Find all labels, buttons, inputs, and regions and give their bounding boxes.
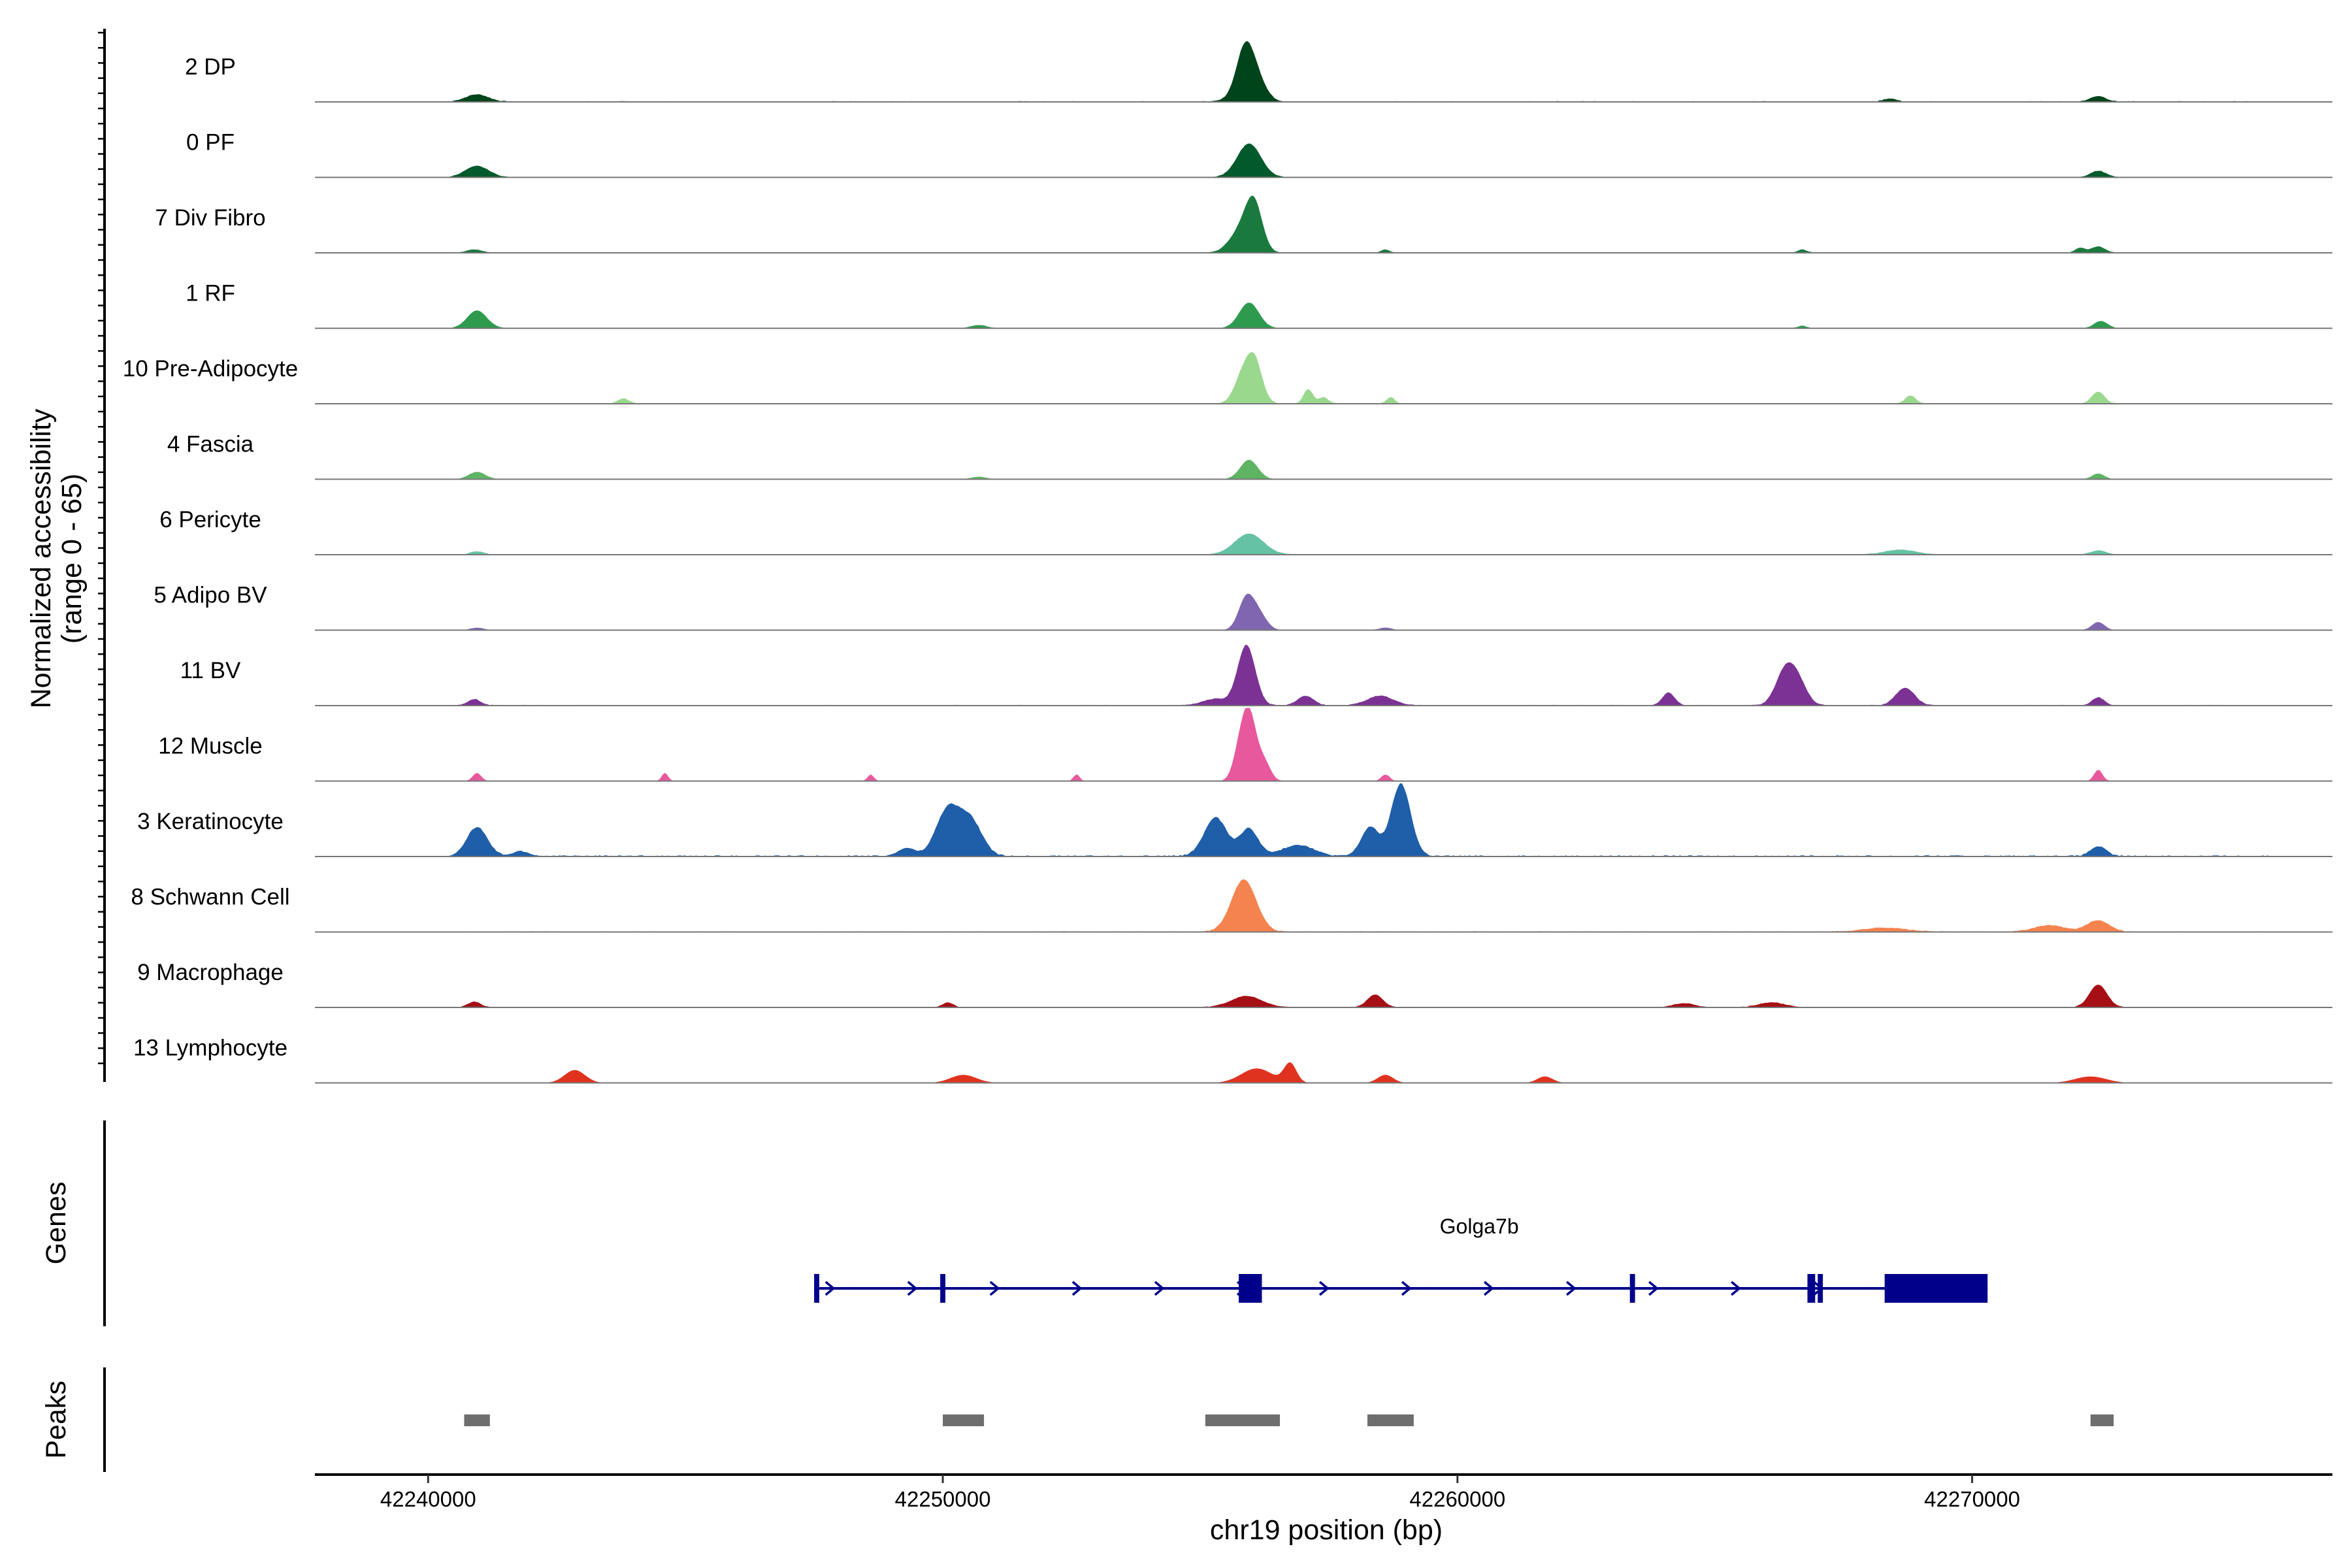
track-label: 8 Schwann Cell [131, 885, 289, 910]
gene-exon [1818, 1274, 1823, 1303]
gene-exon [814, 1274, 819, 1303]
track-0-pf: 0 PF [186, 130, 2332, 178]
strand-arrow [1401, 1281, 1412, 1296]
track-7-div-fibro: 7 Div Fibro [155, 195, 2332, 253]
gene-track: Golga7b [814, 1215, 1988, 1303]
strand-arrow [1071, 1281, 1083, 1296]
track-5-adipo-bv: 5 Adipo BV [154, 583, 2332, 631]
strand-arrow [1731, 1281, 1741, 1296]
track-11-bv: 11 BV [180, 645, 2332, 706]
track-label: 9 Macrophage [137, 960, 284, 985]
strand-arrow [1483, 1281, 1494, 1296]
x-axis: 42240000 42250000 42260000 42270000 [315, 1473, 2332, 1511]
gene-name-label: Golga7b [1440, 1215, 1519, 1238]
strand-arrow [1154, 1281, 1165, 1296]
track-label: 6 Pericyte [159, 507, 261, 532]
coverage-area [315, 302, 2332, 329]
track-8-schwann-cell: 8 Schwann Cell [131, 879, 2332, 933]
x-tick-label: 42240000 [380, 1487, 476, 1511]
coverage-area [315, 1062, 2332, 1083]
coverage-tracks: 2 DP 0 PF 7 Div Fibro 1 RF 10 Pre-Adipocyte 4… [123, 41, 2332, 1084]
genes-axis-title: Genes [41, 1182, 72, 1265]
coverage-area [315, 143, 2332, 178]
peak-region [2090, 1414, 2114, 1426]
track-label: 12 Muscle [158, 734, 263, 759]
track-10-pre-adipocyte: 10 Pre-Adipocyte [123, 351, 2332, 404]
gene-exon [1807, 1274, 1816, 1303]
track-label: 13 Lymphocyte [133, 1036, 287, 1061]
strand-arrow [907, 1281, 918, 1296]
track-6-pericyte: 6 Pericyte [159, 507, 2332, 555]
strand-arrow [1318, 1281, 1330, 1296]
strand-arrow [1565, 1281, 1576, 1296]
y-axis [98, 29, 106, 1082]
coverage-area [315, 985, 2332, 1007]
peak-region [1205, 1414, 1281, 1426]
track-13-lymphocyte: 13 Lymphocyte [133, 1036, 2332, 1084]
track-label: 1 RF [186, 281, 235, 306]
coverage-area [315, 645, 2332, 706]
strand-arrow [1648, 1281, 1659, 1296]
coverage-area [315, 593, 2332, 630]
gene-exon [1884, 1274, 1988, 1303]
track-label: 4 Fascia [167, 432, 254, 457]
track-1-rf: 1 RF [186, 281, 2332, 329]
x-tick-label: 42270000 [1924, 1487, 2020, 1511]
track-12-muscle: 12 Muscle [158, 708, 2332, 782]
peak-region [464, 1414, 490, 1426]
coverage-area [315, 708, 2332, 781]
track-label: 11 BV [180, 658, 241, 683]
coverage-area [315, 459, 2332, 480]
track-label: 0 PF [186, 130, 235, 155]
track-label: 7 Div Fibro [155, 205, 265, 231]
x-axis-title: chr19 position (bp) [1210, 1514, 1443, 1546]
coverage-area [315, 351, 2332, 404]
coverage-area [315, 879, 2332, 932]
gene-exon [940, 1274, 945, 1303]
coverage-area [315, 41, 2332, 103]
track-9-macrophage: 9 Macrophage [137, 960, 2332, 1008]
x-tick-label: 42250000 [895, 1487, 991, 1511]
peak-region [943, 1414, 985, 1426]
y-axis-range-label: (range 0 - 65) [56, 474, 88, 644]
track-2-dp: 2 DP [185, 41, 2332, 103]
track-label: 3 Keratinocyte [137, 809, 284, 834]
peak-track [464, 1414, 2114, 1426]
strand-arrow [989, 1281, 1000, 1296]
strand-arrow [825, 1281, 836, 1296]
track-4-fascia: 4 Fascia [167, 432, 2332, 480]
peaks-axis-title: Peaks [41, 1380, 72, 1459]
gene-exon [1239, 1274, 1262, 1303]
coverage-area [315, 533, 2332, 555]
y-axis-title: Normalized accessibility [25, 408, 57, 708]
peak-region [1367, 1414, 1414, 1426]
track-label: 10 Pre-Adipocyte [123, 356, 298, 382]
x-tick-label: 42260000 [1409, 1487, 1505, 1511]
gene-exon [1629, 1274, 1635, 1303]
track-3-keratinocyte: 3 Keratinocyte [137, 783, 2332, 857]
coverage-area [315, 783, 2332, 857]
coverage-area [315, 195, 2332, 253]
track-label: 2 DP [185, 54, 236, 80]
track-label: 5 Adipo BV [154, 583, 267, 608]
